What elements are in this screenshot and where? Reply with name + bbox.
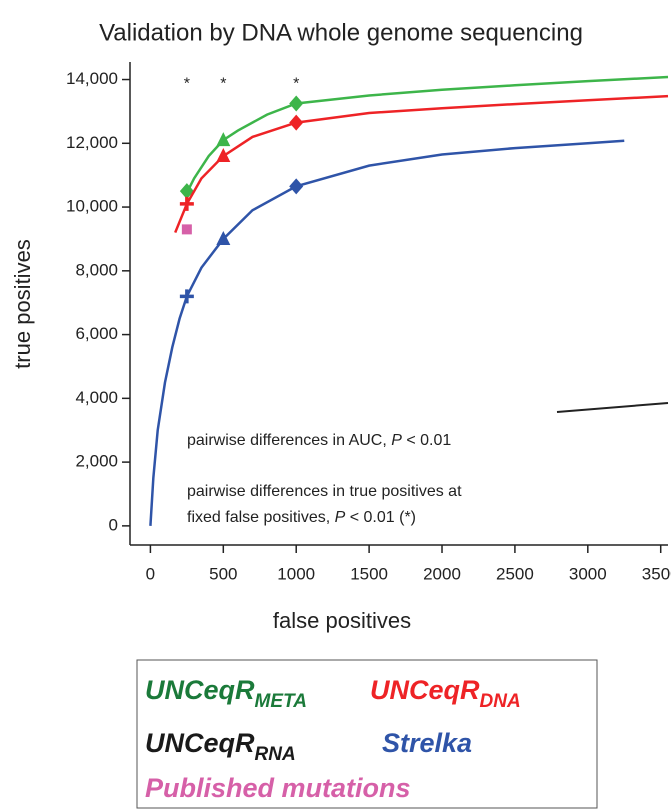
legend-entry: Published mutations — [145, 773, 411, 803]
annotation-part: pairwise differences in AUC, — [187, 432, 391, 449]
pointer-line — [556, 402, 669, 413]
annotation: fixed false positives, P < 0.01 (*) — [187, 509, 416, 526]
x-tick-label: 2000 — [423, 564, 461, 583]
significance-star: * — [293, 75, 299, 92]
legend-entry: UNCeqRMETA — [145, 675, 307, 712]
legend-name: UNCeqR — [370, 675, 480, 705]
x-tick-label: 3500 — [642, 564, 671, 583]
marker-cross — [179, 196, 194, 211]
series-line — [149, 139, 625, 526]
annotation: pairwise differences in AUC, P < 0.01 — [187, 432, 451, 449]
marker-cross — [179, 289, 194, 304]
marker-triangle — [216, 148, 231, 163]
legend-name: UNCeqR — [145, 675, 255, 705]
marker-diamond — [289, 95, 304, 112]
legend-box — [136, 659, 598, 809]
y-tick-label: 2,000 — [75, 452, 118, 471]
legend-name: Strelka — [382, 728, 472, 758]
legend-entry: UNCeqRDNA — [370, 675, 521, 712]
y-tick-label: 10,000 — [66, 197, 118, 216]
marker-diamond — [289, 114, 304, 131]
annotation: pairwise differences in true positives a… — [187, 483, 462, 500]
x-tick-label: 500 — [209, 564, 237, 583]
y-tick-label: 0 — [109, 515, 118, 534]
y-tick-label: 12,000 — [66, 133, 118, 152]
y-axis-label: true positives — [10, 239, 35, 369]
x-tick-label: 3000 — [569, 564, 607, 583]
series-line — [185, 75, 669, 194]
x-axis-label: false positives — [273, 608, 411, 633]
x-tick-label: 1000 — [277, 564, 315, 583]
y-tick-label: 14,000 — [66, 69, 118, 88]
significance-star: * — [220, 75, 226, 92]
legend-entry: Strelka — [382, 728, 472, 758]
significance-star: * — [184, 75, 190, 92]
annotation-part: < 0.01 (*) — [345, 509, 416, 526]
legend-name: UNCeqR — [145, 728, 255, 758]
y-tick-label: 6,000 — [75, 324, 118, 343]
legend-subscript: META — [255, 691, 307, 712]
legend-subscript: DNA — [480, 691, 521, 712]
x-tick-label: 2500 — [496, 564, 534, 583]
marker-triangle — [216, 230, 231, 245]
legend-subscript: RNA — [255, 744, 296, 765]
chart-title: Validation by DNA whole genome sequencin… — [99, 19, 583, 46]
annotation-part: P — [391, 432, 402, 449]
annotation-part: pairwise differences in true positives a… — [187, 483, 462, 500]
marker-diamond — [179, 183, 194, 200]
marker-triangle — [216, 132, 231, 147]
marker-diamond — [289, 178, 304, 195]
y-tick-label: 4,000 — [75, 388, 118, 407]
x-tick-label: 0 — [146, 564, 155, 583]
annotation-part: fixed false positives, — [187, 509, 335, 526]
annotation-part: P — [335, 509, 346, 526]
legend-entry: UNCeqRRNA — [145, 728, 296, 765]
legend-name: Published mutations — [145, 773, 411, 803]
y-tick-label: 8,000 — [75, 260, 118, 279]
annotation-part: < 0.01 — [402, 432, 451, 449]
marker-square — [181, 224, 192, 235]
x-tick-label: 1500 — [350, 564, 388, 583]
